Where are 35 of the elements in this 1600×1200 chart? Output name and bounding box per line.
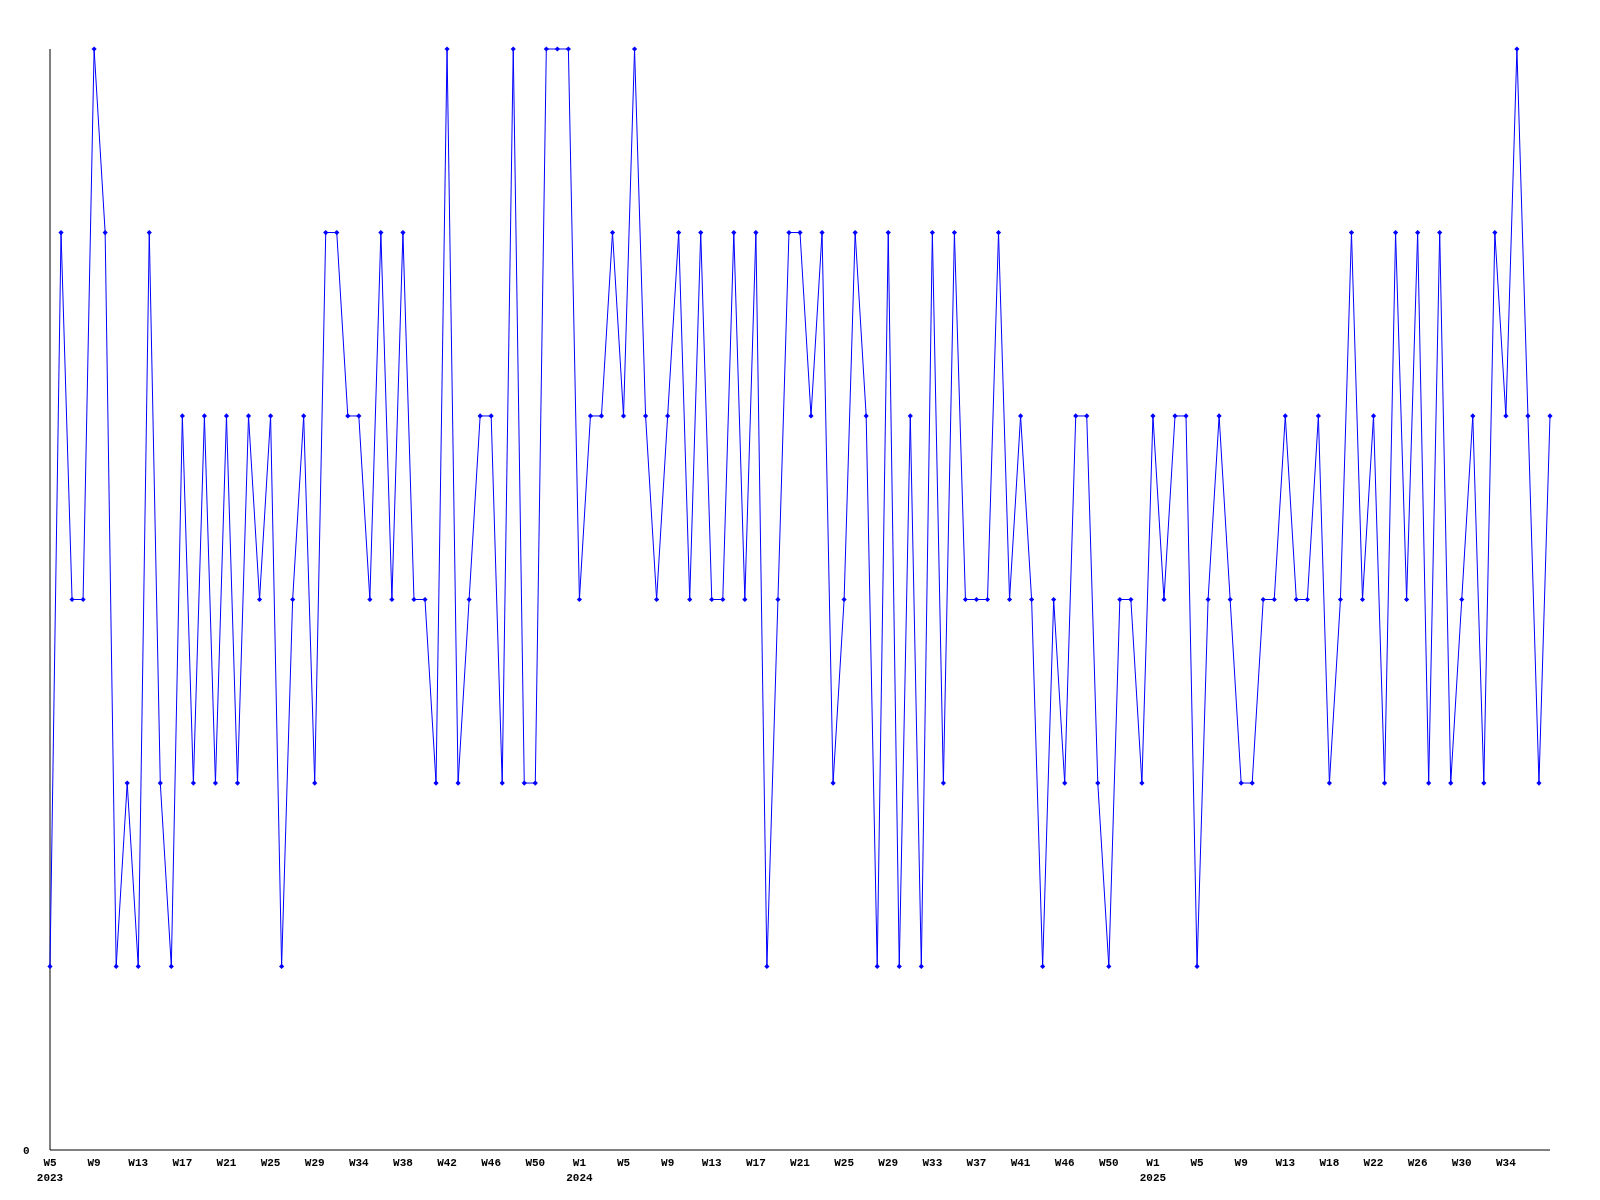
- x-tick-label: W34: [348, 1157, 370, 1169]
- x-tick-label: W21: [790, 1157, 811, 1169]
- x-tick-label: W25: [260, 1157, 281, 1169]
- x-tick-label: W1 2025: [1139, 1157, 1167, 1184]
- x-tick-label: W34: [1495, 1157, 1517, 1169]
- x-tick-label: W50: [525, 1157, 546, 1169]
- x-tick-label: W18: [1319, 1157, 1340, 1169]
- x-tick-label: W17: [745, 1157, 766, 1169]
- x-tick-label: W17: [172, 1157, 193, 1169]
- x-tick-label: W9: [87, 1157, 101, 1169]
- x-tick-label: W9: [1234, 1157, 1248, 1169]
- x-tick-label: W5: [616, 1157, 631, 1169]
- x-tick-label: W13: [128, 1157, 149, 1169]
- x-tick-label: W30: [1451, 1157, 1472, 1169]
- x-tick-label: W9: [661, 1157, 675, 1169]
- text: 0: [23, 1145, 30, 1157]
- x-tick-label: W25: [834, 1157, 855, 1169]
- x-tick-label: W13: [701, 1157, 723, 1169]
- x-tick-label: W50: [1098, 1157, 1119, 1169]
- x-tick-label: W29: [304, 1157, 325, 1169]
- x-tick-label: W21: [216, 1157, 237, 1169]
- x-tick-label: W5: [1190, 1157, 1205, 1169]
- x-tick-label: W37: [966, 1157, 987, 1169]
- x-tick-label: W5 2023: [36, 1157, 64, 1184]
- x-tick-label: W46: [1054, 1157, 1075, 1169]
- x-tick-label: W33: [922, 1157, 943, 1169]
- x-tick-label: W38: [393, 1157, 414, 1169]
- x-tick-label: W22: [1363, 1157, 1384, 1169]
- x-tick-label: W42: [437, 1157, 457, 1169]
- x-tick-label: W13: [1275, 1157, 1296, 1169]
- x-tick-label: W46: [481, 1157, 502, 1169]
- x-tick-label: W41: [1010, 1157, 1031, 1169]
- x-tick-label: W29: [878, 1157, 899, 1169]
- x-tick-label: W1 2024: [566, 1157, 594, 1184]
- x-tick-label: W26: [1407, 1157, 1428, 1169]
